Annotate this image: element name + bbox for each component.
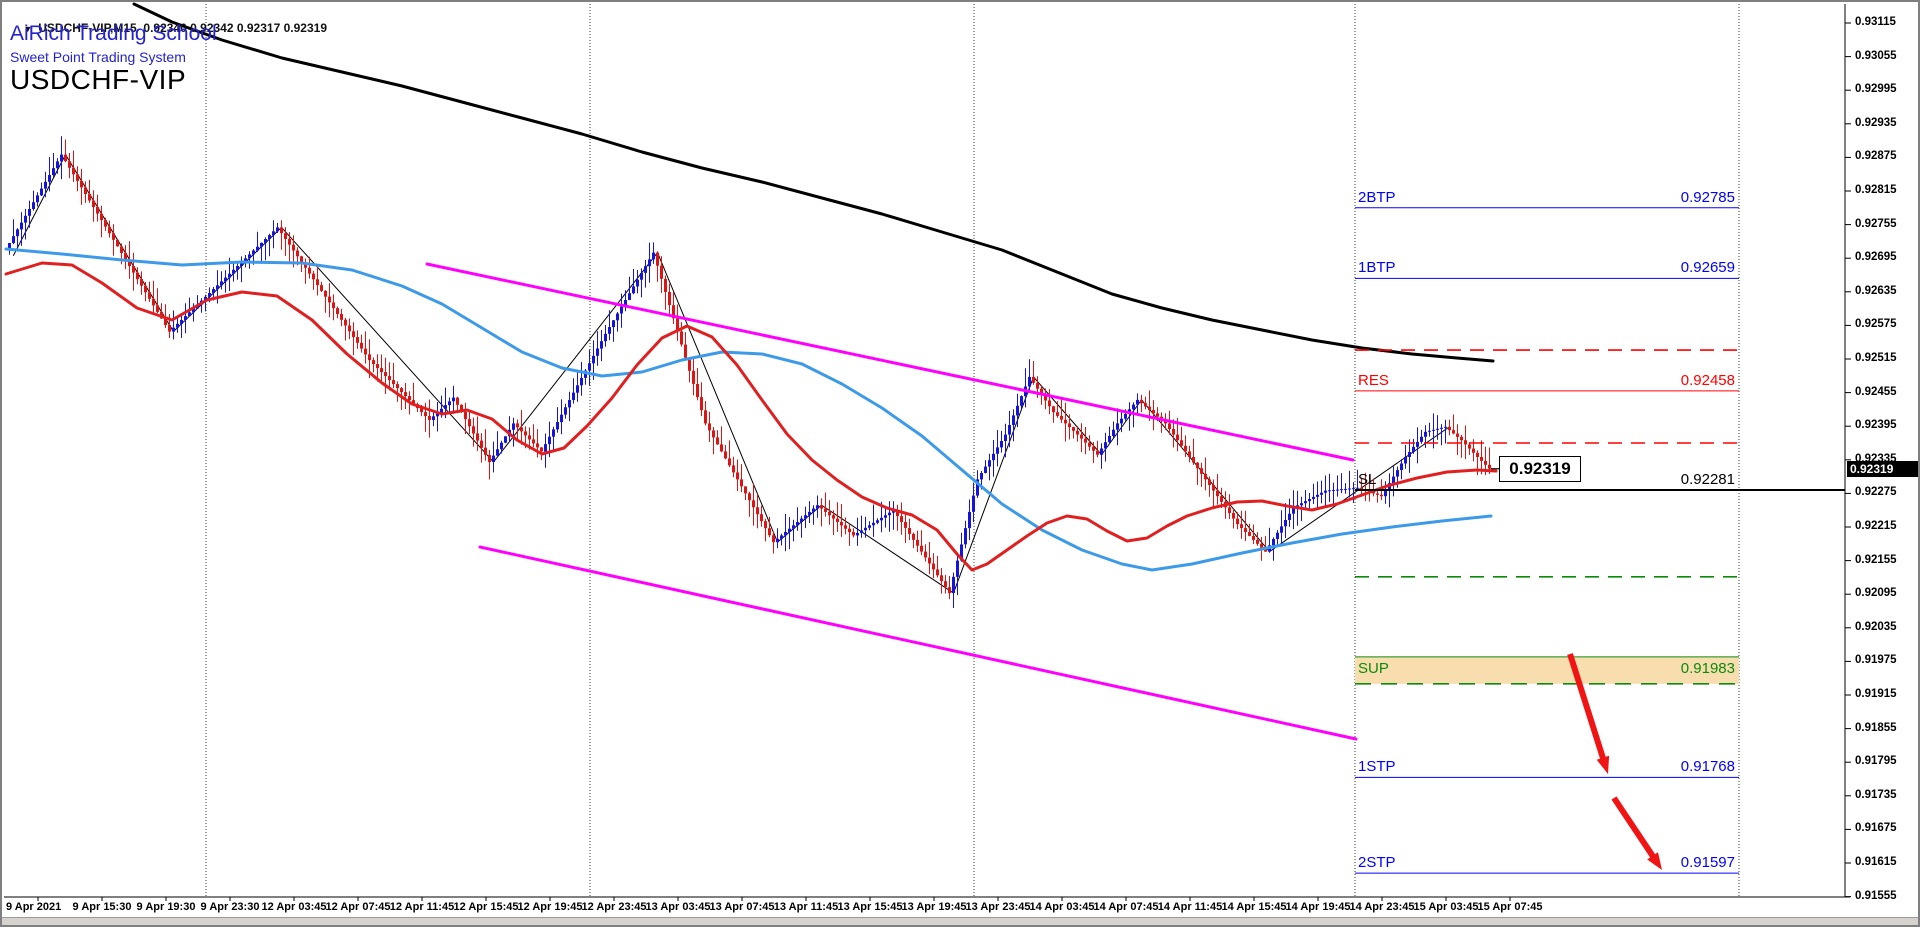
- y-axis-tick-label: 0.91555: [1855, 889, 1897, 902]
- level-label-sl: SL: [1358, 471, 1377, 489]
- ohlc-header: ▼ USDCHF-VIP,M15 0.92340 0.92342 0.92317 …: [10, 7, 327, 49]
- y-axis-tick-label: 0.92815: [1855, 184, 1897, 196]
- y-axis-tick-label: 0.92755: [1855, 217, 1897, 230]
- x-axis-tick-label: 14 Apr 07:45: [1093, 901, 1159, 913]
- x-axis-tick-label: 9 Apr 15:30: [72, 901, 132, 913]
- y-axis-tick-label: 0.92455: [1855, 385, 1897, 398]
- y-axis-tick-label: 0.92155: [1855, 553, 1897, 566]
- signal-arrow-shaft[interactable]: [1567, 653, 1608, 765]
- brand-subtitle: Sweet Point Trading System: [10, 49, 186, 65]
- x-axis-tick-label: 14 Apr 23:45: [1349, 901, 1415, 913]
- y-axis-tick-label: 0.92095: [1855, 587, 1897, 600]
- y-axis-tick-label: 0.92395: [1855, 419, 1897, 432]
- x-axis-tick-label: 15 Apr 03:45: [1413, 901, 1479, 913]
- brand-title: AiRich Trading School: [10, 22, 217, 45]
- y-axis-tick-label: 0.92275: [1855, 486, 1897, 499]
- x-axis-tick-label: 15 Apr 07:45: [1477, 901, 1543, 913]
- x-axis-tick-label: 13 Apr 23:45: [965, 901, 1031, 913]
- y-axis-tick-label: 0.92695: [1855, 251, 1897, 264]
- x-axis-tick-label: 14 Apr 03:45: [1029, 901, 1095, 913]
- window-bottom-edge: [2, 917, 1918, 925]
- trendline-channel-lower[interactable]: [478, 545, 1358, 741]
- x-axis-tick-label: 12 Apr 19:45: [517, 901, 583, 913]
- ma-medium-blue: [4, 247, 1493, 572]
- y-axis-tick-label: 0.92935: [1855, 116, 1897, 129]
- x-axis-tick-label: 14 Apr 11:45: [1157, 901, 1223, 913]
- y-axis-tick-label: 0.93055: [1855, 49, 1897, 62]
- level-value-res: 0.92458: [1680, 371, 1735, 389]
- x-axis-tick-label: 14 Apr 19:45: [1285, 901, 1351, 913]
- x-axis-tick-label: 12 Apr 07:45: [325, 901, 391, 913]
- level-value-sl: 0.92281: [1680, 471, 1735, 489]
- current-price-axis-badge: 0.92319: [1847, 461, 1918, 477]
- zigzag-indicator-line: [13, 154, 1450, 594]
- level-label-sup: SUP: [1358, 659, 1389, 677]
- y-axis-tick-label: 0.92035: [1855, 620, 1897, 633]
- trendline-channel-upper[interactable]: [425, 262, 1355, 462]
- level-label-2btp: 2BTP: [1358, 188, 1396, 206]
- y-axis-tick-label: 0.92635: [1855, 284, 1897, 297]
- x-axis-tick-label: 13 Apr 15:45: [837, 901, 903, 913]
- level-value-2stp: 0.91597: [1680, 854, 1735, 872]
- y-axis-tick-label: 0.91855: [1855, 721, 1897, 734]
- x-axis-tick-label: 13 Apr 19:45: [901, 901, 967, 913]
- x-axis-tick-label: 12 Apr 15:45: [453, 901, 519, 913]
- y-axis-tick-label: 0.91915: [1855, 688, 1897, 700]
- x-axis-tick-label: 12 Apr 11:45: [389, 901, 455, 913]
- y-axis-tick-label: 0.92515: [1855, 352, 1897, 364]
- level-value-1stp: 0.91768: [1680, 758, 1735, 776]
- level-value-sup: 0.91983: [1680, 659, 1735, 677]
- x-axis-tick-label: 13 Apr 03:45: [645, 901, 711, 913]
- level-label-2stp: 2STP: [1358, 854, 1396, 872]
- ohlc-low: 0.92317: [236, 21, 281, 35]
- ma-slow-black: [132, 2, 1495, 363]
- current-price-box[interactable]: 0.92319: [1499, 456, 1581, 482]
- level-value-2btp: 0.92785: [1680, 188, 1735, 206]
- level-label-1stp: 1STP: [1358, 758, 1396, 776]
- y-axis-tick-label: 0.91735: [1855, 788, 1897, 801]
- level-label-1btp: 1BTP: [1358, 259, 1396, 277]
- sup-band-fill: [1355, 656, 1739, 684]
- y-axis-tick-label: 0.92875: [1855, 150, 1897, 163]
- y-axis-tick-label: 0.91795: [1855, 755, 1897, 768]
- symbol-dropdown-icon[interactable]: ▼: [23, 24, 33, 34]
- y-axis-tick-label: 0.91975: [1855, 654, 1897, 667]
- ohlc-high: 0.92342: [190, 21, 234, 35]
- x-axis-tick-label: 9 Apr 19:30: [136, 901, 196, 913]
- ohlc-close: 0.92319: [283, 21, 327, 35]
- y-axis-tick-label: 0.92215: [1855, 520, 1897, 532]
- ma-fast-red: [4, 261, 1498, 572]
- ohlc-open: 0.92340: [143, 21, 187, 35]
- level-label-res: RES: [1358, 371, 1389, 389]
- y-axis-tick-label: 0.92575: [1855, 318, 1897, 331]
- x-axis-tick-label: 12 Apr 03:45: [261, 901, 327, 913]
- candles-group: [8, 136, 1491, 608]
- signal-arrow-head: [1596, 755, 1610, 774]
- x-axis-tick-label: 9 Apr 23:30: [200, 901, 260, 913]
- x-axis-tick-label: 14 Apr 15:45: [1221, 901, 1287, 913]
- level-value-1btp: 0.92659: [1680, 259, 1735, 277]
- y-axis-tick-label: 0.92995: [1855, 83, 1897, 96]
- signal-arrow-head: [1647, 852, 1662, 870]
- x-axis-tick-label: 9 Apr 2021: [6, 901, 62, 913]
- y-axis-tick-label: 0.91675: [1855, 822, 1897, 835]
- x-axis-tick-label: 13 Apr 07:45: [709, 901, 775, 913]
- y-axis-tick-label: 0.93115: [1855, 16, 1896, 28]
- signal-arrow-shaft[interactable]: [1611, 796, 1659, 863]
- symbol-watermark-label: USDCHF-VIP: [10, 64, 187, 95]
- y-axis-tick-label: 0.91615: [1855, 856, 1897, 868]
- x-axis-tick-label: 12 Apr 23:45: [581, 901, 647, 913]
- x-axis-tick-label: 13 Apr 11:45: [773, 901, 839, 913]
- symbol-period: USDCHF-VIP,M15: [38, 21, 137, 35]
